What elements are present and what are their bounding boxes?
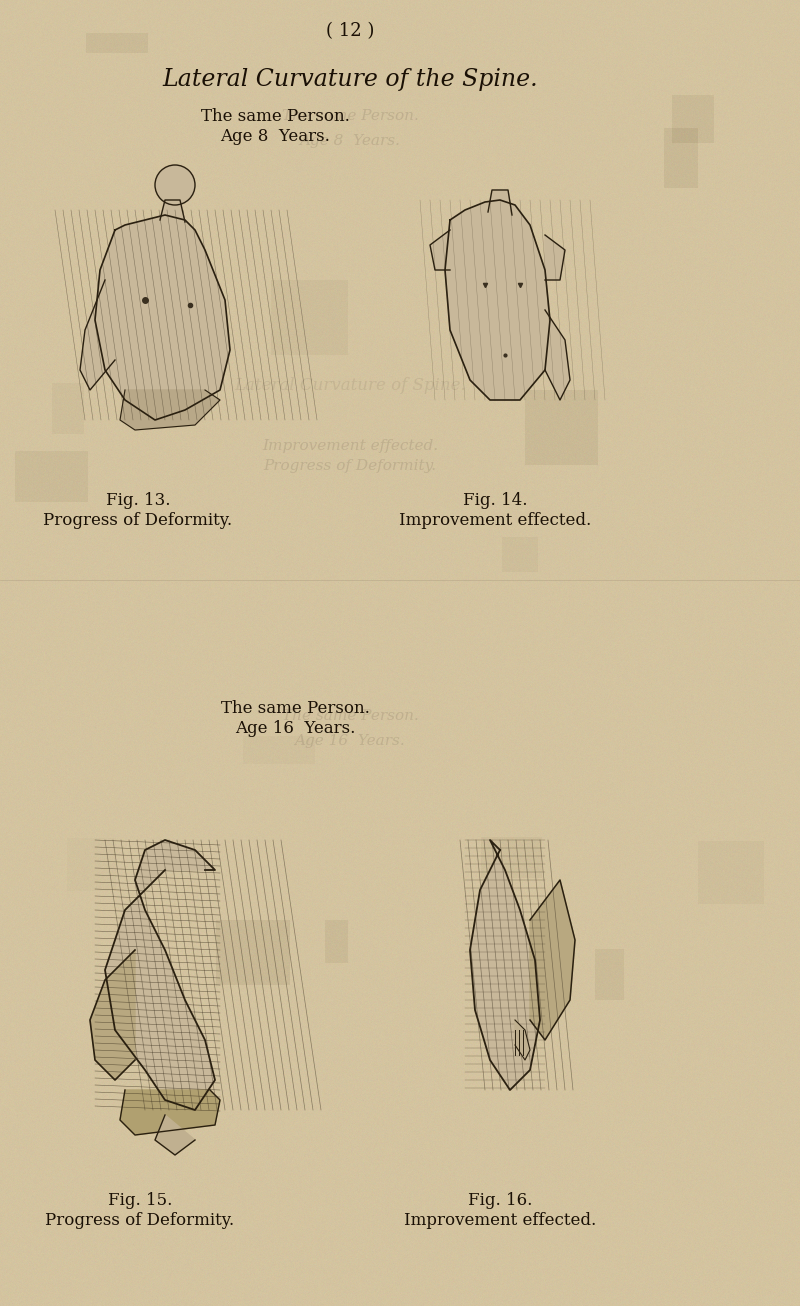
Text: Fig. 14.: Fig. 14. bbox=[462, 492, 527, 509]
Polygon shape bbox=[105, 840, 215, 1110]
Polygon shape bbox=[545, 310, 570, 400]
Text: Age 16  Years.: Age 16 Years. bbox=[294, 734, 406, 748]
Text: The same Person.: The same Person. bbox=[282, 108, 418, 123]
Text: Improvement effected.: Improvement effected. bbox=[404, 1212, 596, 1229]
Text: The same Person.: The same Person. bbox=[282, 709, 418, 724]
Polygon shape bbox=[120, 390, 220, 430]
Text: Fig. 13.: Fig. 13. bbox=[106, 492, 170, 509]
Polygon shape bbox=[155, 1115, 195, 1155]
Polygon shape bbox=[160, 200, 185, 222]
Text: The same Person.: The same Person. bbox=[201, 108, 350, 125]
Polygon shape bbox=[488, 189, 512, 215]
Text: Improvement effected.: Improvement effected. bbox=[262, 439, 438, 453]
Polygon shape bbox=[470, 840, 540, 1091]
Text: Age 16  Years.: Age 16 Years. bbox=[235, 720, 355, 737]
Text: Progress of Deformity.: Progress of Deformity. bbox=[46, 1212, 234, 1229]
Polygon shape bbox=[530, 880, 575, 1040]
Text: Progress of Deformity.: Progress of Deformity. bbox=[43, 512, 233, 529]
Polygon shape bbox=[95, 215, 230, 421]
Text: Fig. 15.: Fig. 15. bbox=[108, 1192, 172, 1209]
Polygon shape bbox=[80, 279, 115, 390]
Text: Age 8  Years.: Age 8 Years. bbox=[220, 128, 330, 145]
Text: Age 8  Years.: Age 8 Years. bbox=[299, 135, 401, 148]
Text: ( 12 ): ( 12 ) bbox=[326, 22, 374, 40]
Polygon shape bbox=[445, 200, 550, 400]
Text: Lateral Curvature of Spine.: Lateral Curvature of Spine. bbox=[234, 377, 466, 394]
Polygon shape bbox=[515, 1020, 530, 1060]
Polygon shape bbox=[545, 235, 565, 279]
Text: Lateral Curvature of the Spine.: Lateral Curvature of the Spine. bbox=[162, 68, 538, 91]
Polygon shape bbox=[120, 1091, 220, 1135]
Text: Fig. 16.: Fig. 16. bbox=[468, 1192, 532, 1209]
Polygon shape bbox=[430, 230, 450, 270]
Text: The same Person.: The same Person. bbox=[221, 700, 370, 717]
Text: Improvement effected.: Improvement effected. bbox=[399, 512, 591, 529]
Circle shape bbox=[155, 165, 195, 205]
Polygon shape bbox=[90, 949, 135, 1080]
Text: Progress of Deformity.: Progress of Deformity. bbox=[263, 458, 437, 473]
